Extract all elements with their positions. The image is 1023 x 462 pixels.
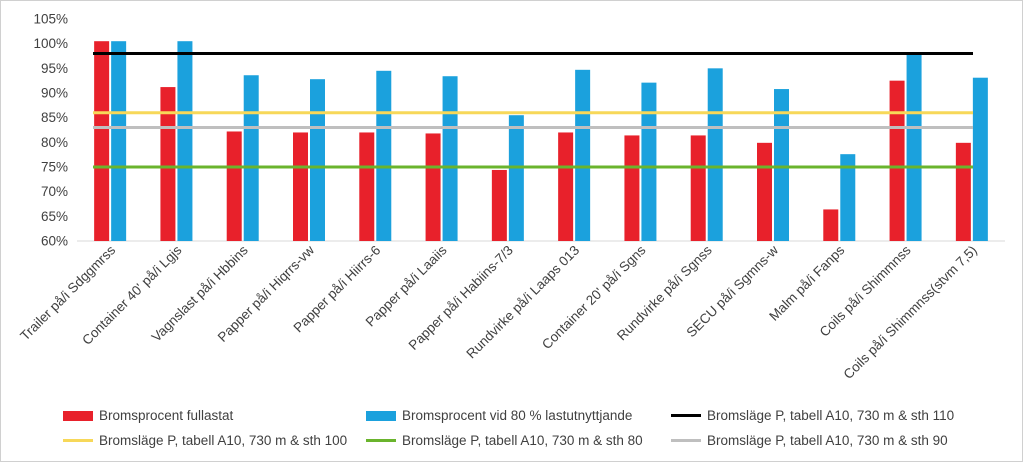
y-tick-label: 60% xyxy=(41,234,68,249)
y-tick-label: 70% xyxy=(41,184,68,199)
legend-swatch-series-2 xyxy=(366,410,396,421)
bar-series-2 xyxy=(972,77,988,241)
bar-series-1 xyxy=(889,80,905,242)
legend-swatch-ref-110 xyxy=(671,414,701,417)
y-tick-label: 90% xyxy=(41,86,68,101)
x-tick-label: Coils på/i Shimmnss(stvm 7,5) xyxy=(840,243,980,383)
y-tick-label: 65% xyxy=(41,209,68,224)
bar-series-1 xyxy=(690,135,706,241)
bar-series-2 xyxy=(310,79,325,241)
bar-series-2 xyxy=(111,41,127,242)
bar-series-1 xyxy=(425,133,441,241)
bar-series-2 xyxy=(177,41,193,242)
legend-label-series-2: Bromsprocent vid 80 % lastutnyttjande xyxy=(402,408,633,423)
y-tick-label: 95% xyxy=(41,61,68,76)
bar-series-2 xyxy=(376,70,392,241)
bar-chart: 60%65%70%75%80%85%90%95%100%105%Trailer … xyxy=(17,12,1005,383)
legend-label-ref-80: Bromsläge P, tabell A10, 730 m & sth 80 xyxy=(402,433,643,448)
bar-series-1 xyxy=(823,209,839,241)
bar-series-1 xyxy=(359,132,375,241)
bar-series-2 xyxy=(508,115,524,241)
legend-swatch-ref-100 xyxy=(63,439,93,442)
legend-label-ref-110: Bromsläge P, tabell A10, 730 m & sth 110 xyxy=(707,408,955,423)
legend-item-series-1: Bromsprocent fullastat xyxy=(63,408,233,423)
bar-series-2 xyxy=(707,68,723,241)
legend: Bromsprocent fullastat Bromsprocent vid … xyxy=(1,403,1023,459)
bar-series-2 xyxy=(575,69,591,242)
bar-series-1 xyxy=(491,169,507,241)
bar-series-2 xyxy=(906,52,922,242)
bar-series-1 xyxy=(293,132,308,241)
bar-series-2 xyxy=(840,154,856,241)
legend-item-ref-90: Bromsläge P, tabell A10, 730 m & sth 90 xyxy=(671,433,948,448)
bar-series-2 xyxy=(641,82,657,241)
bar-series-1 xyxy=(624,135,640,241)
legend-item-ref-80: Bromsläge P, tabell A10, 730 m & sth 80 xyxy=(366,433,643,448)
legend-label-ref-100: Bromsläge P, tabell A10, 730 m & sth 100 xyxy=(99,433,348,448)
bar-series-1 xyxy=(226,131,242,241)
legend-swatch-ref-90 xyxy=(671,439,701,442)
x-tick-label: Rundvirke på/i Laaps 013 xyxy=(463,243,582,362)
legend-item-ref-110: Bromsläge P, tabell A10, 730 m & sth 110 xyxy=(671,408,954,423)
bar-series-1 xyxy=(955,142,971,241)
legend-label-series-1: Bromsprocent fullastat xyxy=(99,408,234,423)
y-tick-label: 105% xyxy=(33,12,68,27)
bar-series-1 xyxy=(558,132,574,241)
legend-item-series-2: Bromsprocent vid 80 % lastutnyttjande xyxy=(366,408,632,423)
bar-series-1 xyxy=(757,142,772,241)
y-tick-label: 100% xyxy=(33,36,68,51)
legend-swatch-ref-80 xyxy=(366,439,396,442)
bar-series-2 xyxy=(442,76,458,241)
y-tick-label: 85% xyxy=(41,110,68,125)
legend-item-ref-100: Bromsläge P, tabell A10, 730 m & sth 100 xyxy=(63,433,347,448)
y-tick-label: 75% xyxy=(41,160,68,175)
legend-swatch-series-1 xyxy=(63,410,93,421)
y-tick-label: 80% xyxy=(41,135,68,150)
bar-series-1 xyxy=(94,41,110,242)
bar-series-1 xyxy=(160,87,176,241)
legend-label-ref-90: Bromsläge P, tabell A10, 730 m & sth 90 xyxy=(707,433,948,448)
bar-series-2 xyxy=(243,75,259,242)
